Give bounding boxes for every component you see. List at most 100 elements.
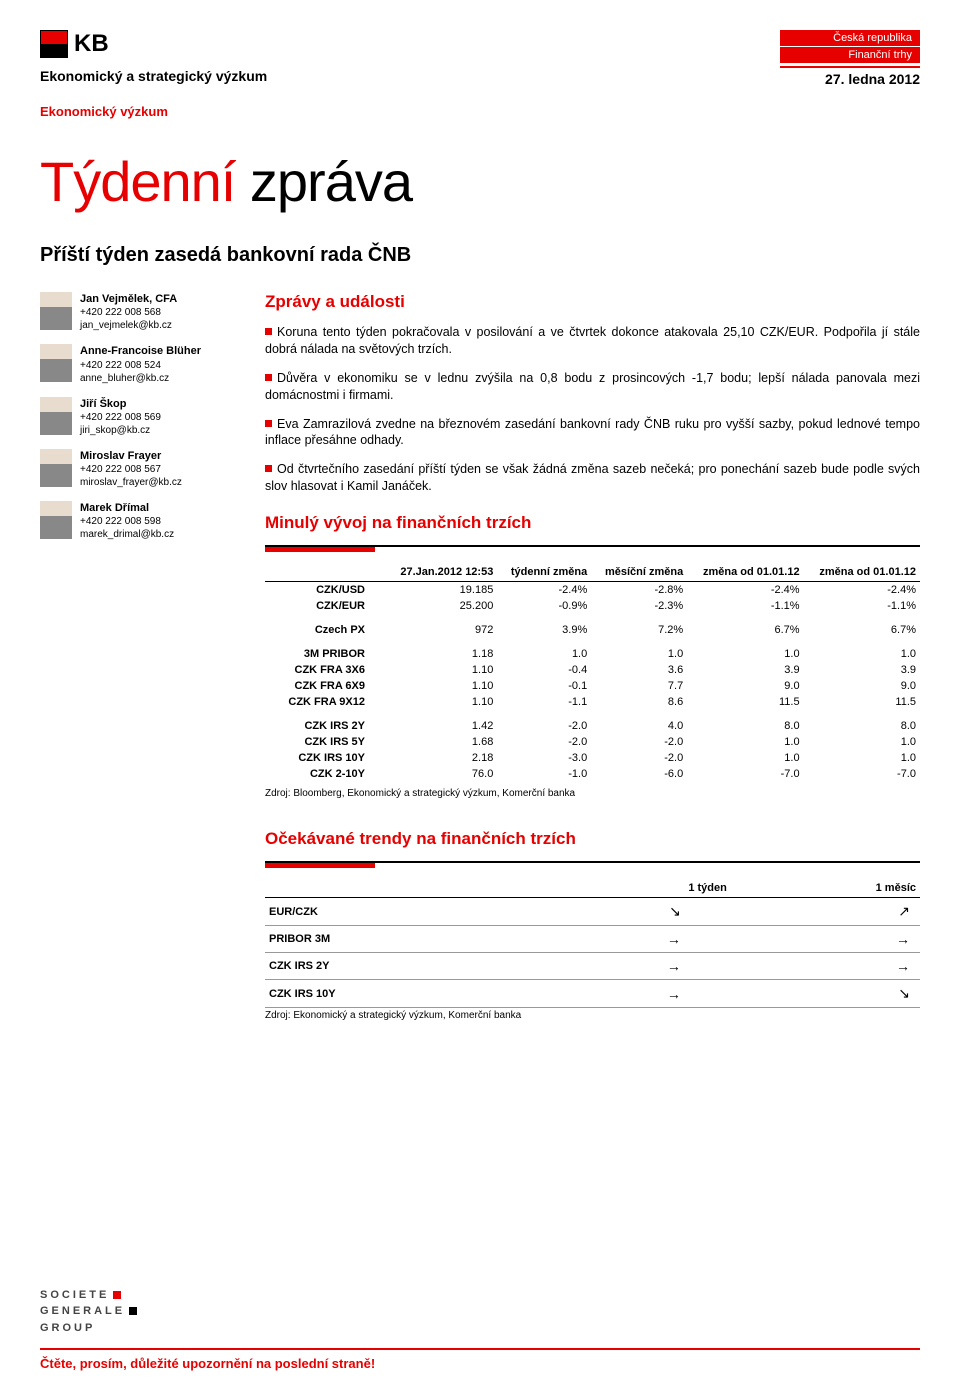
table-cell: -2.8% [591, 582, 687, 599]
table-row: CZK IRS 2Y→→ [265, 953, 920, 980]
table-cell: CZK FRA 3X6 [265, 662, 385, 678]
table-cell: -0.9% [497, 598, 591, 618]
table-cell: Czech PX [265, 618, 385, 642]
news-bullet: Eva Zamrazilová zvedne na březnovém zase… [265, 416, 920, 450]
author-name: Marek Dřímal [80, 501, 174, 515]
kb-logo-icon [40, 30, 68, 58]
author-info: Jiří Škop+420 222 008 569jiri_skop@kb.cz [80, 397, 161, 437]
author-avatar [40, 449, 72, 487]
trend-label: EUR/CZK [265, 898, 465, 926]
header: KB Ekonomický a strategický výzkum Ekono… [40, 30, 920, 119]
author-info: Miroslav Frayer+420 222 008 567miroslav_… [80, 449, 182, 489]
table-cell: 9.0 [804, 678, 920, 694]
author-block: Jan Vejmělek, CFA+420 222 008 568jan_vej… [40, 292, 235, 332]
table-cell: -2.0 [497, 734, 591, 750]
market-col-header: změna od 01.01.12 [804, 563, 920, 582]
table-cell: -1.0 [497, 766, 591, 786]
table-cell: CZK IRS 5Y [265, 734, 385, 750]
market-col-header: měsíční změna [591, 563, 687, 582]
table-cell: CZK/EUR [265, 598, 385, 618]
market-col-header: týdenní změna [497, 563, 591, 582]
author-block: Jiří Škop+420 222 008 569jiri_skop@kb.cz [40, 397, 235, 437]
market-dev-heading: Minulý vývoj na finančních trzích [265, 513, 920, 533]
table-cell: 8.0 [687, 714, 803, 734]
news-bullets: Koruna tento týden pokračovala v posilov… [265, 324, 920, 495]
authors-sidebar: Jan Vejmělek, CFA+420 222 008 568jan_vej… [40, 292, 235, 1021]
table-row: CZK 2-10Y76.0-1.0-6.0-7.0-7.0 [265, 766, 920, 786]
bullet-icon [265, 374, 272, 381]
table-cell: CZK FRA 6X9 [265, 678, 385, 694]
author-name: Anne-Francoise Blüher [80, 344, 201, 358]
trend-arrow-month: → [731, 953, 920, 980]
footer-rule [40, 1348, 920, 1350]
table-cell: 7.7 [591, 678, 687, 694]
table-row: 3M PRIBOR1.181.01.01.01.0 [265, 642, 920, 662]
table-row: CZK IRS 5Y1.68-2.0-2.01.01.0 [265, 734, 920, 750]
author-phone: +420 222 008 568 [80, 306, 177, 319]
document-title: Týdenní zpráva [40, 149, 920, 214]
table-cell: 6.7% [804, 618, 920, 642]
country-tag: Česká republika [780, 30, 920, 46]
table-cell: 1.0 [497, 642, 591, 662]
trends-col-header: 1 týden [465, 879, 731, 898]
table-cell: CZK FRA 9X12 [265, 694, 385, 714]
table-cell: 76.0 [385, 766, 497, 786]
table-row: Czech PX9723.9%7.2%6.7%6.7% [265, 618, 920, 642]
document-subtitle: Příští týden zasedá bankovní rada ČNB [40, 244, 920, 267]
trends-source: Zdroj: Ekonomický a strategický výzkum, … [265, 1010, 920, 1021]
author-email: anne_bluher@kb.cz [80, 372, 201, 385]
table-cell: 1.0 [804, 642, 920, 662]
table-cell: 3.9 [687, 662, 803, 678]
author-email: miroslav_frayer@kb.cz [80, 476, 182, 489]
footer: SOCIETE GENERALE GROUP Čtěte, prosím, dů… [40, 1287, 920, 1372]
table-cell: -1.1 [497, 694, 591, 714]
author-phone: +420 222 008 569 [80, 411, 161, 424]
table-row: CZK IRS 2Y1.42-2.04.08.08.0 [265, 714, 920, 734]
trend-arrow-month: → [731, 926, 920, 953]
author-phone: +420 222 008 598 [80, 515, 174, 528]
table-cell: 1.10 [385, 662, 497, 678]
author-block: Miroslav Frayer+420 222 008 567miroslav_… [40, 449, 235, 489]
trends-col-header [265, 879, 465, 898]
news-bullet: Důvěra v ekonomiku se v lednu zvýšila na… [265, 370, 920, 404]
author-name: Miroslav Frayer [80, 449, 182, 463]
author-avatar [40, 501, 72, 539]
trend-arrow-week: ↘ [465, 898, 731, 926]
market-source: Zdroj: Bloomberg, Ekonomický a strategic… [265, 788, 920, 799]
trend-label: CZK IRS 2Y [265, 953, 465, 980]
market-tag: Finanční trhy [780, 47, 920, 63]
author-avatar [40, 292, 72, 330]
trend-arrow-month: ↗ [731, 898, 920, 926]
table-cell: -7.0 [804, 766, 920, 786]
table-row: EUR/CZK↘↗ [265, 898, 920, 926]
trend-label: PRIBOR 3M [265, 926, 465, 953]
author-phone: +420 222 008 524 [80, 359, 201, 372]
bullet-icon [265, 420, 272, 427]
author-block: Marek Dřímal+420 222 008 598marek_drimal… [40, 501, 235, 541]
table-cell: 7.2% [591, 618, 687, 642]
table-cell: 1.18 [385, 642, 497, 662]
table-row: CZK IRS 10Y2.18-3.0-2.01.01.0 [265, 750, 920, 766]
author-phone: +420 222 008 567 [80, 463, 182, 476]
table-cell: 3.6 [591, 662, 687, 678]
author-name: Jan Vejmělek, CFA [80, 292, 177, 306]
trend-arrow-month: ↘ [731, 980, 920, 1008]
table-cell: -1.1% [687, 598, 803, 618]
table-cell: 4.0 [591, 714, 687, 734]
author-email: jan_vejmelek@kb.cz [80, 319, 177, 332]
header-right: Česká republika Finanční trhy 27. ledna … [780, 30, 920, 87]
trend-arrow-week: → [465, 980, 731, 1008]
bullet-icon [265, 465, 272, 472]
table-cell: -6.0 [591, 766, 687, 786]
sg-red-square-icon [113, 1291, 121, 1299]
author-block: Anne-Francoise Blüher+420 222 008 524ann… [40, 344, 235, 384]
table-cell: 8.0 [804, 714, 920, 734]
news-bullet: Koruna tento týden pokračovala v posilov… [265, 324, 920, 358]
table-row: CZK/EUR25.200-0.9%-2.3%-1.1%-1.1% [265, 598, 920, 618]
table-row: CZK FRA 6X91.10-0.17.79.09.0 [265, 678, 920, 694]
sg-line3: GROUP [40, 1320, 920, 1337]
table-cell: 1.10 [385, 678, 497, 694]
title-word-1: Týdenní [40, 150, 235, 213]
author-info: Jan Vejmělek, CFA+420 222 008 568jan_vej… [80, 292, 177, 332]
table-cell: 1.10 [385, 694, 497, 714]
